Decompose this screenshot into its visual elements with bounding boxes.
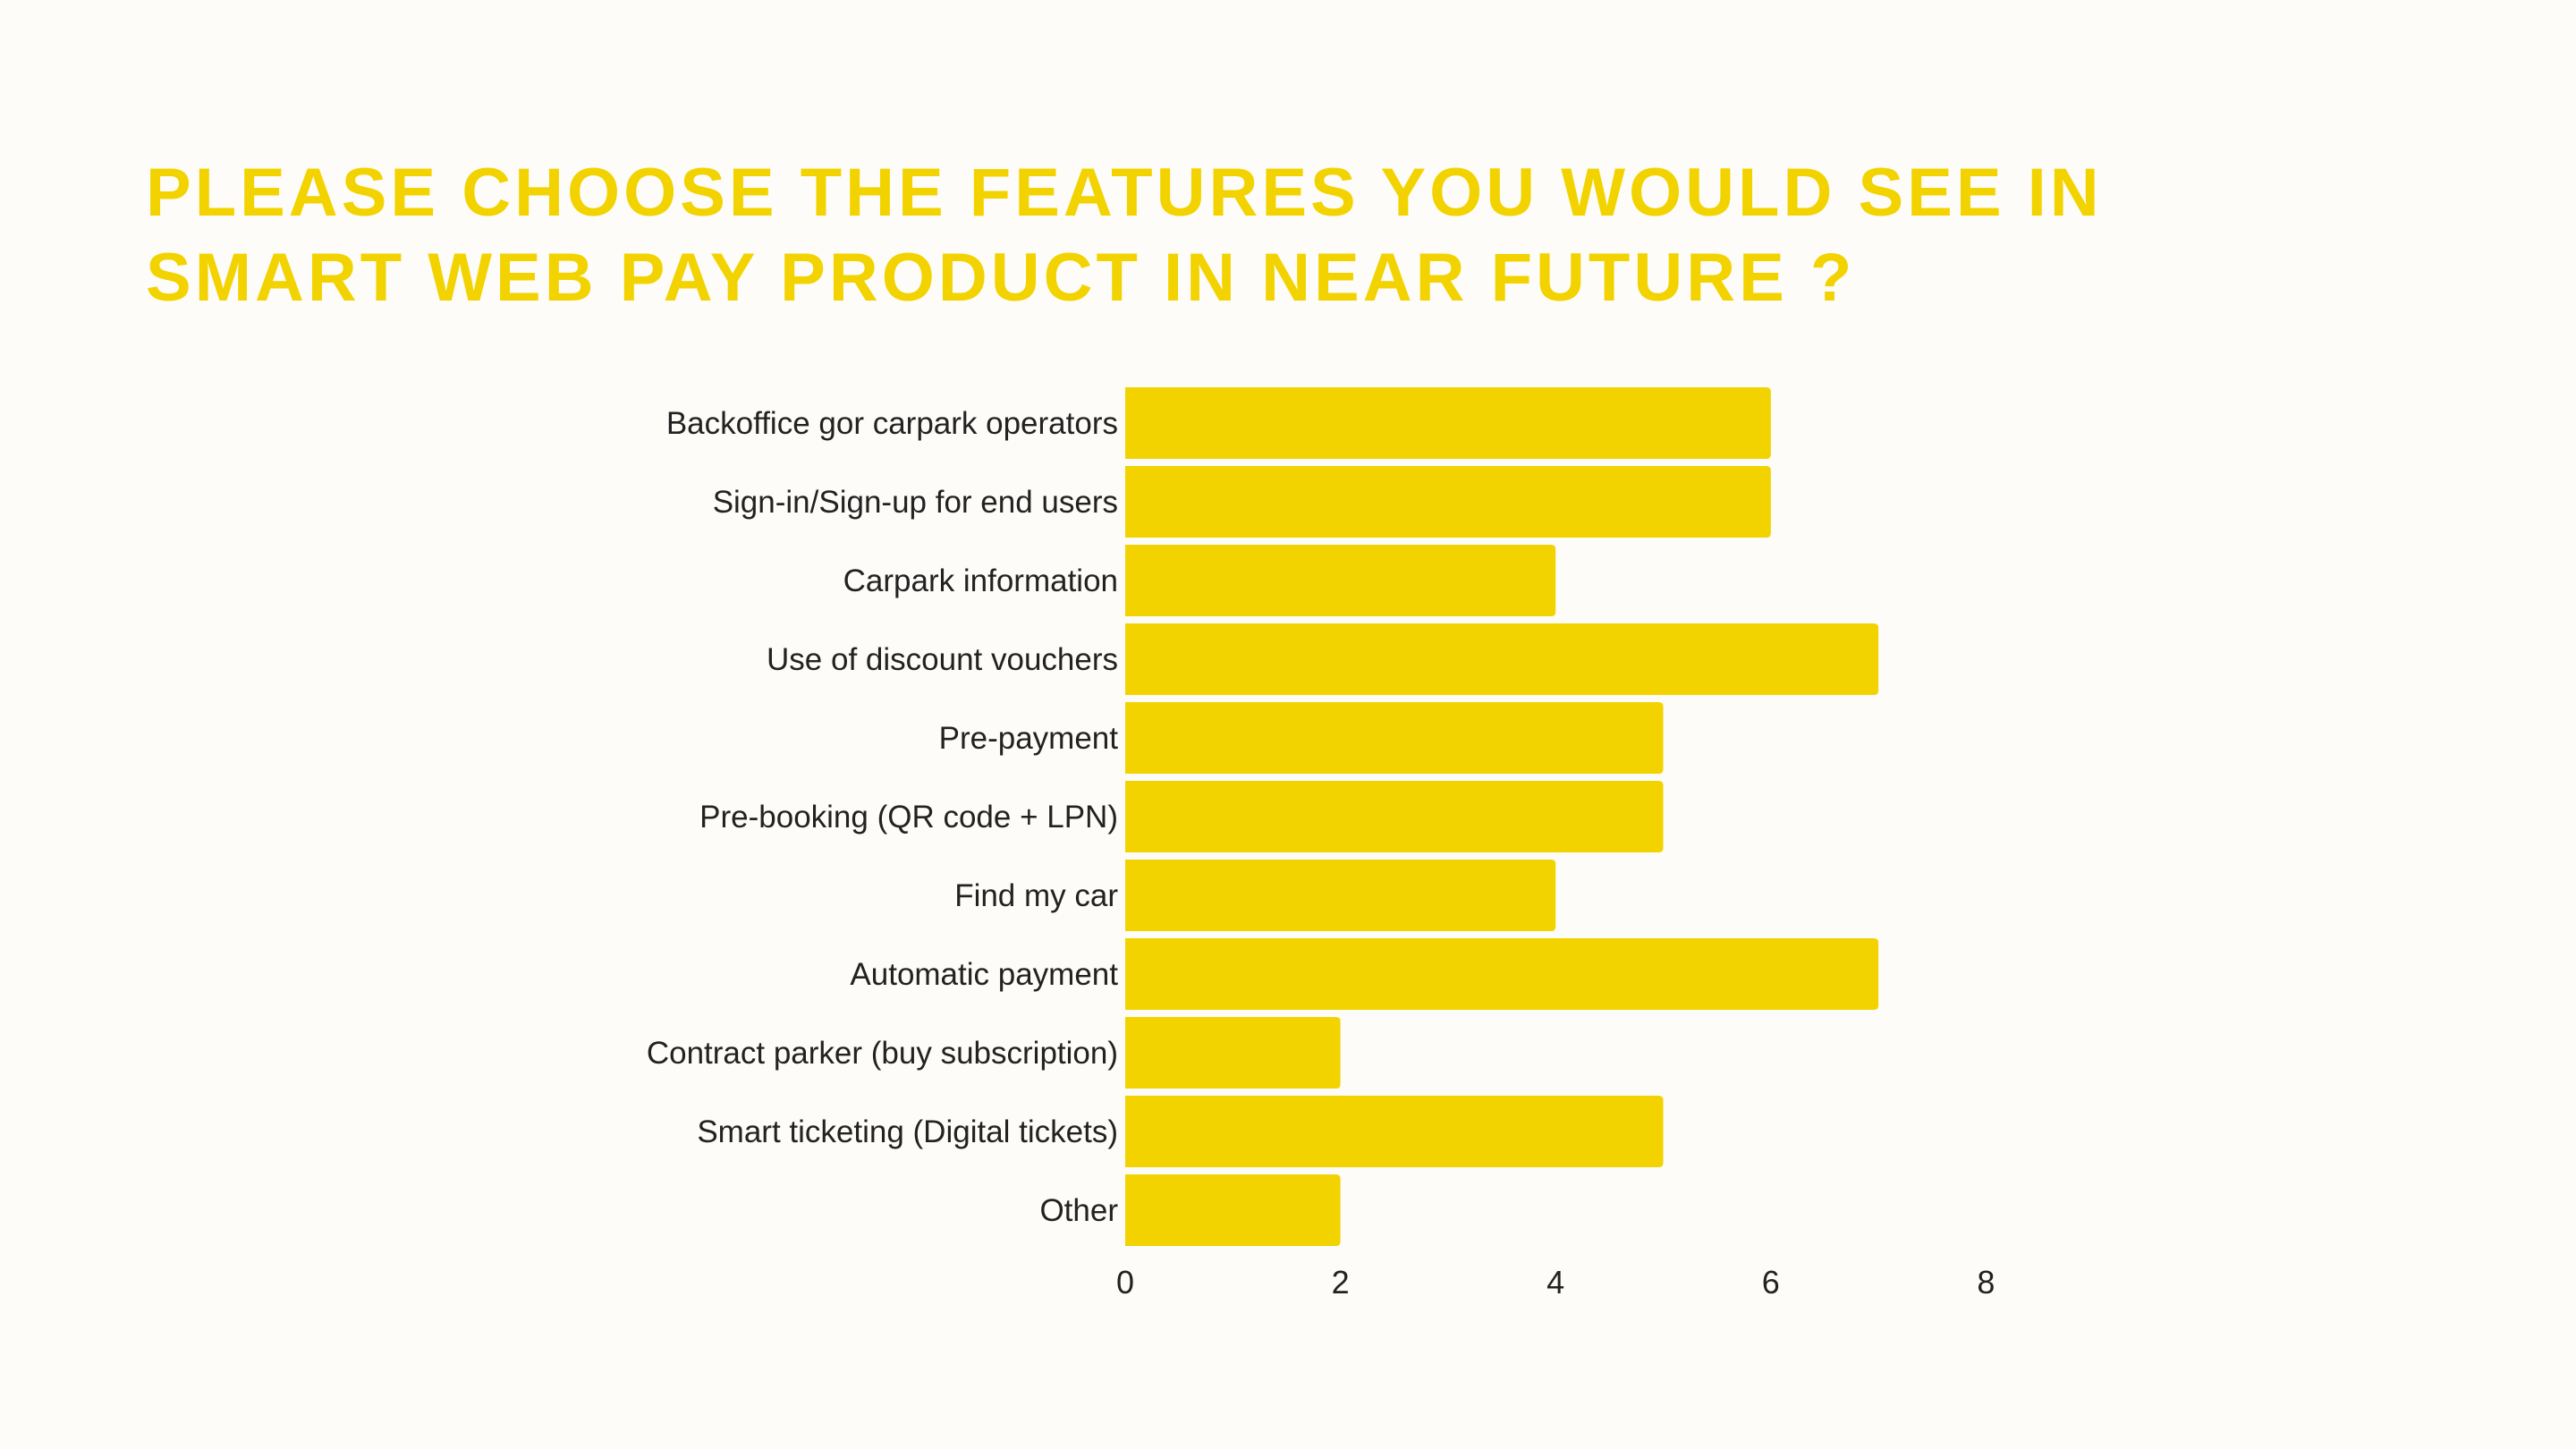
bar [1125, 466, 1771, 538]
category-label: Other [1039, 1193, 1118, 1228]
category-label: Automatic payment [850, 957, 1118, 992]
x-tick-label: 2 [1332, 1264, 1350, 1301]
bar-group: Backoffice gor carpark operators [666, 387, 1771, 459]
bar [1125, 702, 1664, 774]
bar-group: Other [1039, 1174, 1341, 1246]
x-tick-label: 8 [1977, 1264, 1995, 1301]
chart-title-line-1: PLEASE CHOOSE THE FEATURES YOU WOULD SEE… [146, 155, 2103, 231]
category-label: Contract parker (buy subscription) [647, 1036, 1118, 1071]
bar-group: Pre-payment [939, 702, 1664, 774]
category-label: Find my car [954, 878, 1118, 913]
bar-group: Sign-in/Sign-up for end users [713, 466, 1771, 538]
bar [1125, 860, 1556, 931]
bar [1125, 1017, 1341, 1089]
bar-group: Smart ticketing (Digital tickets) [697, 1096, 1664, 1167]
x-tick-label: 6 [1762, 1264, 1780, 1301]
category-label: Sign-in/Sign-up for end users [713, 485, 1118, 520]
chart-title-line-2: SMART WEB PAY PRODUCT IN NEAR FUTURE ? [146, 240, 1856, 316]
bar-group: Use of discount vouchers [767, 623, 1879, 695]
bar [1125, 1096, 1664, 1167]
bar-group: Carpark information [843, 545, 1556, 616]
category-label: Backoffice gor carpark operators [666, 406, 1118, 441]
chart-title: PLEASE CHOOSE THE FEATURES YOU WOULD SEE… [146, 150, 2103, 320]
bar [1125, 1174, 1341, 1246]
bar-group: Pre-booking (QR code + LPN) [699, 781, 1664, 852]
category-label: Pre-booking (QR code + LPN) [699, 800, 1118, 835]
bar [1125, 938, 1879, 1010]
category-label: Use of discount vouchers [767, 642, 1118, 677]
bar [1125, 545, 1556, 616]
bar-group: Find my car [954, 860, 1556, 931]
bar [1125, 781, 1664, 852]
bar [1125, 623, 1879, 695]
bar-group: Contract parker (buy subscription) [647, 1017, 1341, 1089]
category-label: Carpark information [843, 564, 1118, 598]
x-tick-label: 4 [1546, 1264, 1564, 1301]
category-label: Smart ticketing (Digital tickets) [697, 1114, 1118, 1149]
x-tick-label: 0 [1116, 1264, 1134, 1301]
category-label: Pre-payment [939, 721, 1119, 756]
bar-group: Automatic payment [850, 938, 1879, 1010]
bar [1125, 387, 1771, 459]
